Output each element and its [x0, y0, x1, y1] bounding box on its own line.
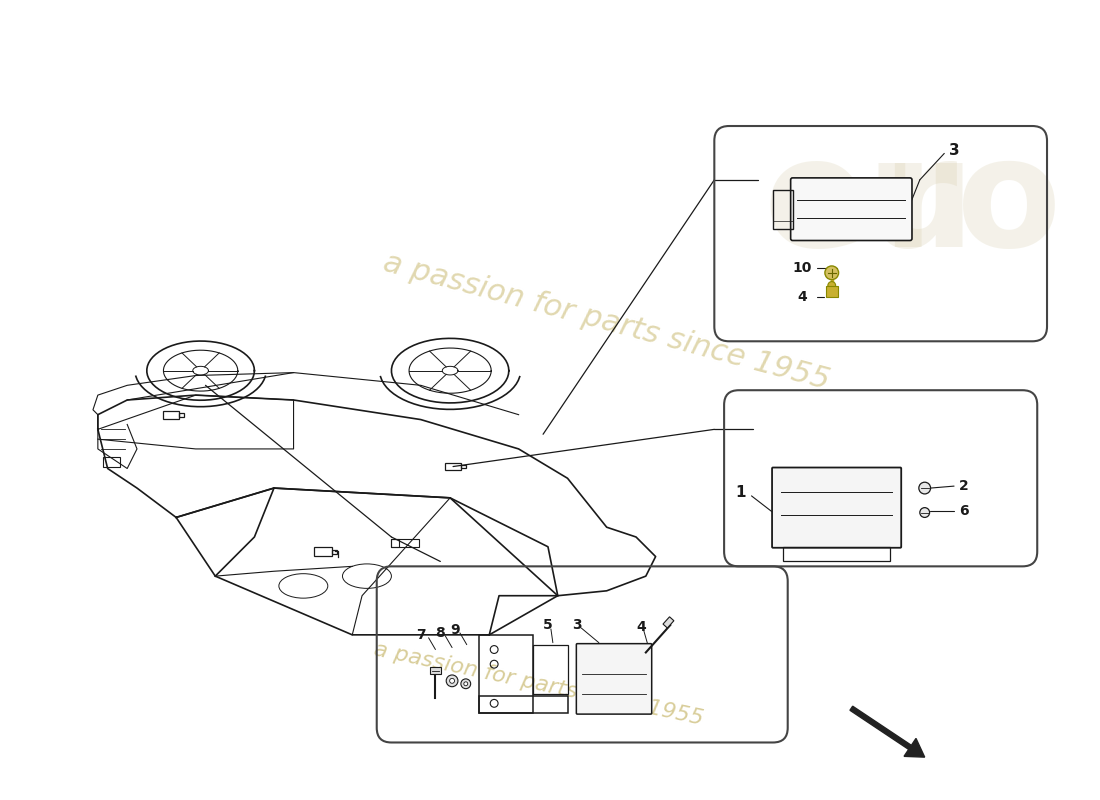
Bar: [773, 190, 793, 229]
Circle shape: [464, 682, 468, 686]
Circle shape: [447, 675, 458, 686]
Circle shape: [825, 266, 838, 280]
Circle shape: [920, 508, 929, 518]
Bar: [392, 539, 399, 546]
Text: ro: ro: [881, 130, 1062, 278]
Text: 8: 8: [436, 626, 446, 640]
FancyBboxPatch shape: [791, 178, 912, 241]
Circle shape: [461, 679, 471, 689]
Text: 4: 4: [798, 290, 807, 304]
Text: 1: 1: [736, 486, 746, 501]
Bar: [332, 550, 337, 554]
FancyBboxPatch shape: [576, 644, 651, 714]
Bar: [783, 546, 891, 562]
FancyArrow shape: [850, 706, 925, 757]
Text: 3: 3: [948, 143, 959, 158]
Text: 3: 3: [572, 618, 582, 632]
Bar: [480, 635, 534, 713]
Circle shape: [828, 282, 836, 290]
Circle shape: [918, 482, 931, 494]
Text: 4: 4: [636, 620, 646, 634]
Text: a passion for parts since 1955: a passion for parts since 1955: [372, 639, 705, 729]
Text: eu: eu: [763, 130, 976, 278]
Text: 10: 10: [793, 261, 812, 275]
FancyBboxPatch shape: [772, 467, 901, 548]
Bar: [430, 667, 441, 674]
Text: a passion for parts since 1955: a passion for parts since 1955: [381, 248, 833, 395]
Circle shape: [450, 678, 454, 683]
Text: 6: 6: [959, 503, 969, 518]
Bar: [164, 410, 179, 418]
Bar: [446, 462, 461, 470]
Text: 2: 2: [959, 479, 969, 493]
Bar: [392, 539, 419, 546]
Bar: [826, 286, 837, 298]
Bar: [534, 645, 568, 694]
Bar: [663, 617, 674, 628]
Text: 9: 9: [450, 623, 460, 637]
Bar: [315, 546, 332, 555]
Text: 7: 7: [416, 628, 426, 642]
Bar: [102, 457, 120, 466]
Bar: [461, 465, 465, 469]
Bar: [179, 413, 184, 417]
Bar: [480, 695, 568, 713]
Text: 5: 5: [543, 618, 553, 632]
